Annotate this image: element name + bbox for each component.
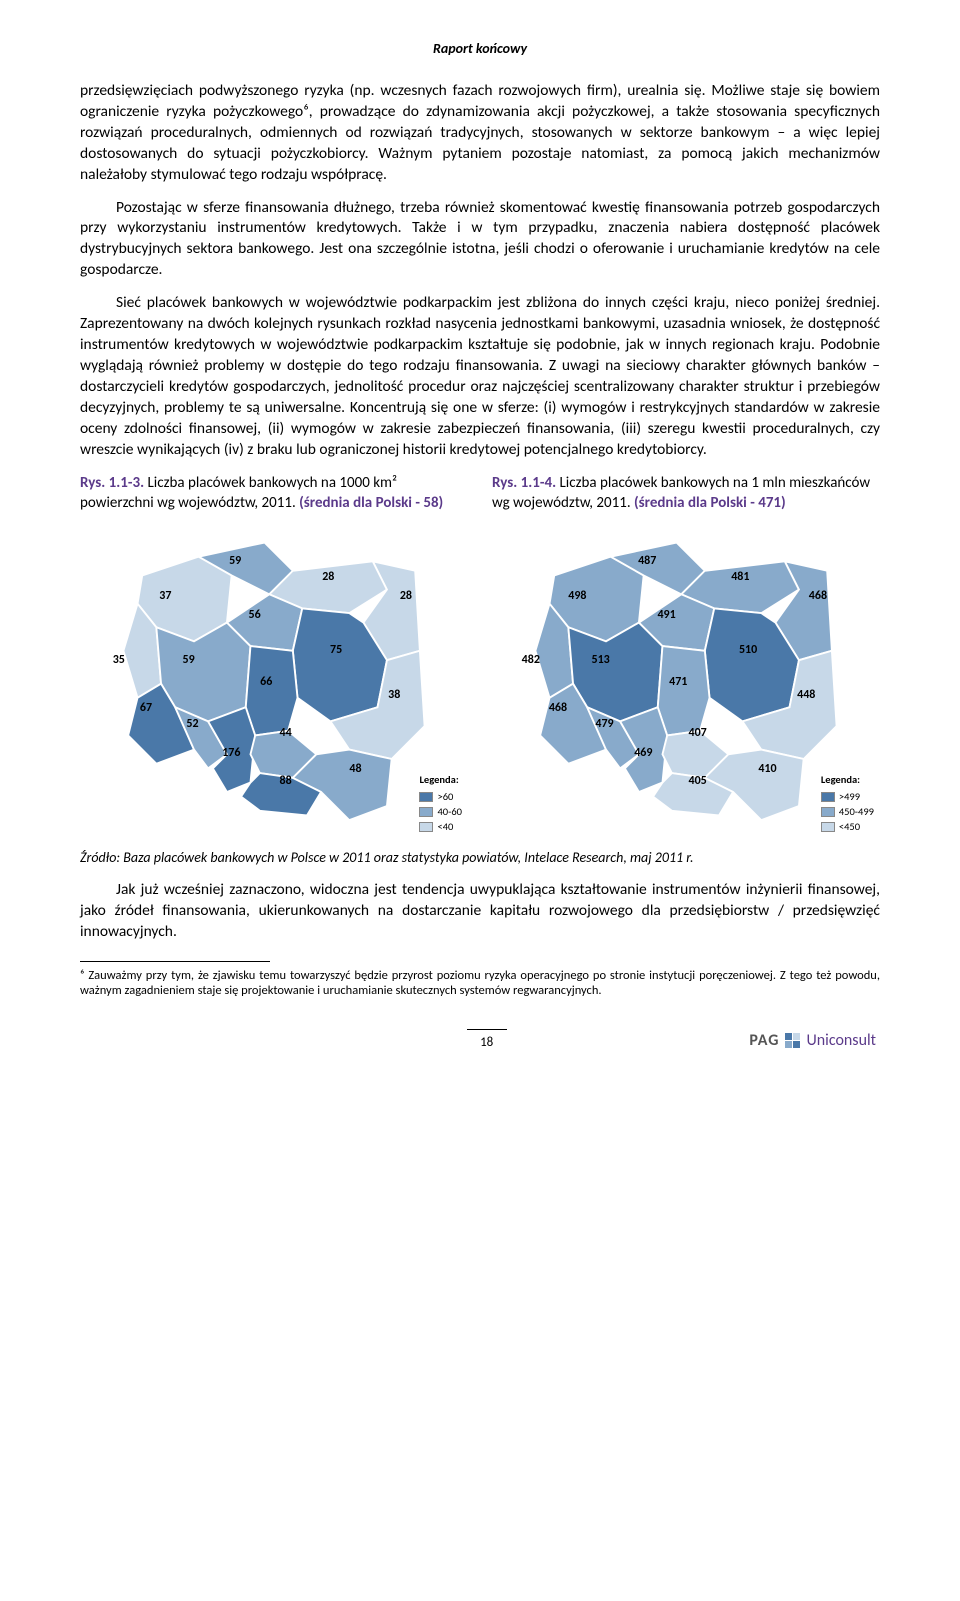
- figure-2-prefix: Rys. 1.1-4.: [492, 474, 556, 492]
- figure-1-title: Rys. 1.1-3. Liczba placówek bankowych na…: [80, 473, 468, 514]
- map-legend: Legenda:>499450-499<450: [821, 773, 874, 835]
- map-2: 4984874814684825134915104714684794694074…: [492, 519, 880, 839]
- page-number: 18: [480, 1035, 493, 1050]
- footer-logo: PAG Uniconsult: [749, 1030, 876, 1052]
- figure-1: Rys. 1.1-3. Liczba placówek bankowych na…: [80, 473, 468, 840]
- page-footer: 18 PAG Uniconsult: [80, 1029, 880, 1053]
- figure-1-prefix: Rys. 1.1-3.: [80, 474, 144, 492]
- report-header: Raport końcowy: [80, 40, 880, 59]
- footnote-6: ⁶ Zauważmy przy tym, że zjawisku temu to…: [80, 968, 880, 999]
- figure-source: Źródło: Baza placówek bankowych w Polsce…: [80, 849, 880, 868]
- paragraph-1: przedsięwzięciach podwyższonego ryzyka (…: [80, 81, 880, 186]
- footnote-separator: [80, 961, 270, 962]
- logo-uniconsult-text: Uniconsult: [806, 1030, 876, 1052]
- paragraph-2: Pozostając w sferze finansowania dłużneg…: [80, 198, 880, 282]
- logo-pag-text: PAG: [749, 1030, 779, 1052]
- figure-2: Rys. 1.1-4. Liczba placówek bankowych na…: [492, 473, 880, 840]
- region-lodzkie: [658, 646, 710, 735]
- map-1: 375928283559567566675217644388848Legenda…: [80, 519, 468, 839]
- figure-1-suffix: (średnia dla Polski - 58): [299, 494, 443, 512]
- page-number-box: 18: [224, 1029, 749, 1053]
- map-legend: Legenda:>6040-60<40: [419, 773, 462, 835]
- logo-squares-icon: [785, 1033, 800, 1048]
- region-lodzkie: [246, 646, 298, 735]
- figure-2-title: Rys. 1.1-4. Liczba placówek bankowych na…: [492, 473, 880, 514]
- figure-row: Rys. 1.1-3. Liczba placówek bankowych na…: [80, 473, 880, 840]
- paragraph-3: Sieć placówek bankowych w województwie p…: [80, 293, 880, 460]
- figure-2-suffix: (średnia dla Polski - 471): [634, 494, 786, 512]
- paragraph-4: Jak już wcześniej zaznaczono, widoczna j…: [80, 880, 880, 943]
